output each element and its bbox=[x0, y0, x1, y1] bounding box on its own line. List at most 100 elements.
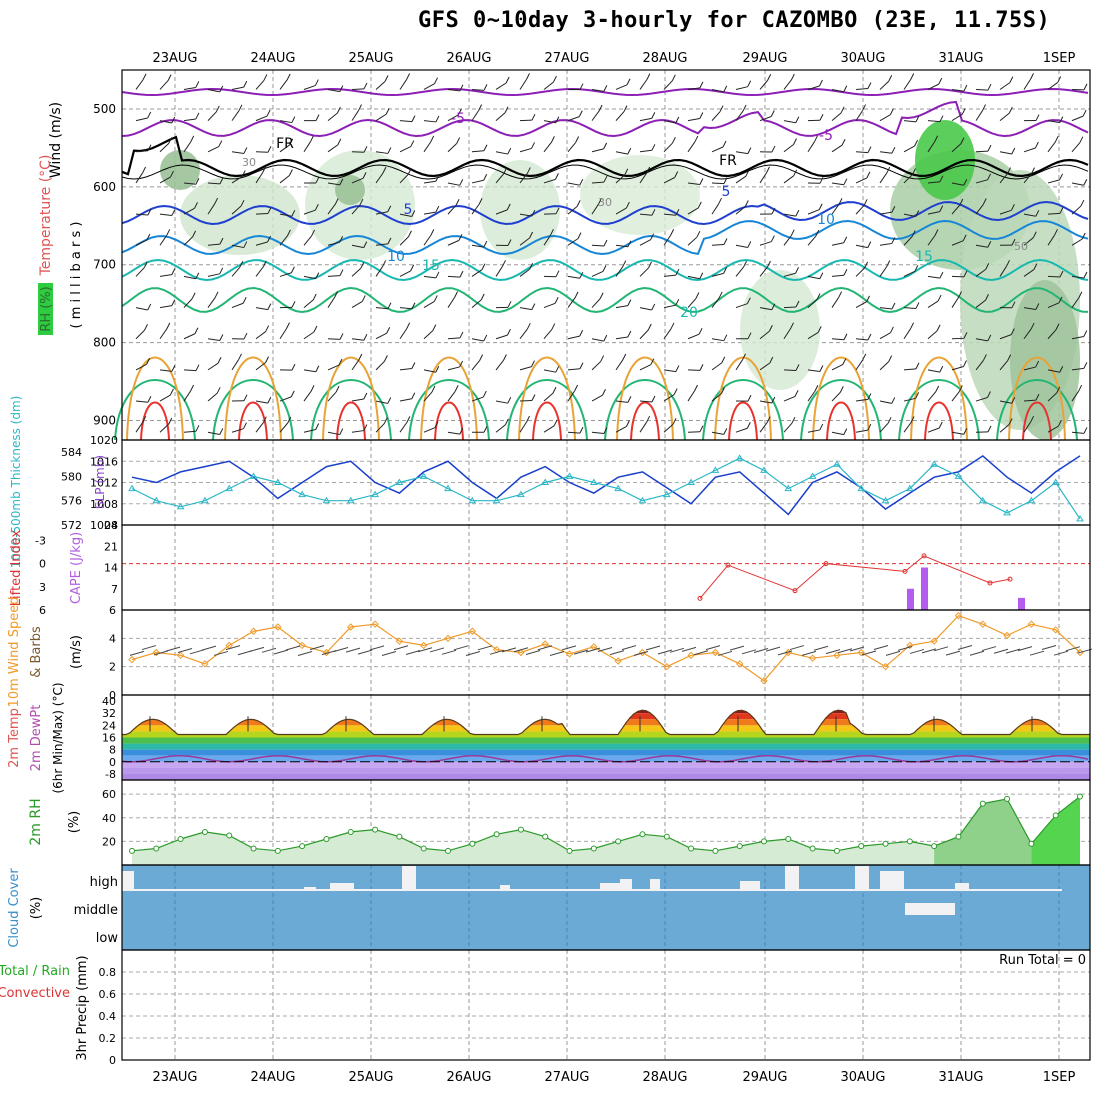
surface-wind-barb bbox=[477, 645, 493, 651]
li-line bbox=[699, 555, 1011, 599]
ylabel-precip: 3hr Precip (mm) bbox=[75, 955, 90, 1060]
wind-barb-flag bbox=[507, 239, 512, 246]
wind-barb-flag bbox=[694, 384, 698, 392]
wind-barb-flag bbox=[1054, 228, 1058, 236]
wind-barb bbox=[231, 205, 242, 215]
wind-barb bbox=[927, 300, 939, 308]
wind-barb-flag bbox=[339, 236, 344, 243]
wind-barb bbox=[615, 84, 628, 90]
wind-barb-flag bbox=[146, 358, 151, 365]
wind-barb-flag bbox=[240, 199, 245, 207]
wind-barb-flag bbox=[265, 356, 269, 363]
wind-barb bbox=[231, 110, 240, 121]
thickness-marker bbox=[978, 496, 987, 504]
wind-barb bbox=[375, 81, 386, 90]
wind-barb bbox=[135, 363, 147, 371]
wind-barb-flag bbox=[790, 229, 795, 236]
wind-barb-flag bbox=[435, 175, 440, 182]
thickness-marker bbox=[614, 484, 623, 492]
wind-barb-flag bbox=[888, 75, 893, 82]
wind-barb bbox=[159, 80, 169, 90]
precip-tick: 0 bbox=[109, 1054, 116, 1067]
wind-barb-flag bbox=[483, 426, 488, 433]
wind-barb-flag bbox=[910, 322, 915, 329]
wind-barb-flag bbox=[459, 331, 464, 339]
wind-barb bbox=[903, 368, 916, 371]
wind-barb bbox=[471, 179, 484, 184]
wind-barb bbox=[1047, 234, 1055, 246]
wind-barb-flag bbox=[670, 322, 675, 330]
wind-barb bbox=[663, 394, 675, 402]
wind-barb-flag bbox=[1083, 179, 1088, 186]
wind-barb bbox=[807, 141, 815, 153]
wind-barb bbox=[663, 213, 676, 216]
wind-barb bbox=[423, 120, 436, 123]
wind-barb-flag bbox=[699, 364, 704, 371]
cloud-bar-middle bbox=[905, 903, 955, 915]
rh-marker bbox=[129, 847, 135, 854]
wind-barb-flag bbox=[459, 84, 464, 92]
wind-barb-flag bbox=[891, 237, 896, 244]
wind-barb-flag bbox=[506, 328, 511, 336]
wind-barb-flag bbox=[195, 112, 200, 120]
wind-barb-flag bbox=[406, 416, 411, 423]
temp-contour-30 bbox=[420, 356, 478, 441]
wind-barb-flag bbox=[481, 263, 486, 270]
thickness-tick: 576 bbox=[61, 495, 82, 508]
wind-barb bbox=[255, 362, 266, 371]
temp-contour-20 bbox=[121, 286, 1089, 314]
wind-barb bbox=[567, 368, 580, 371]
wind-barb-flag bbox=[171, 299, 176, 306]
wind-barb bbox=[1023, 237, 1034, 246]
contour-label: 5 bbox=[722, 184, 731, 200]
wind-barb-flag bbox=[842, 358, 847, 365]
wind-barb-flag bbox=[627, 330, 632, 338]
li-marker bbox=[902, 568, 908, 574]
wind-barb-flag bbox=[723, 85, 728, 93]
wind-barb bbox=[231, 176, 243, 184]
wind-barb bbox=[159, 305, 172, 309]
wind-barb-flag bbox=[483, 144, 488, 151]
wind-barb-flag bbox=[142, 416, 147, 423]
surface-wind-barb bbox=[489, 649, 505, 655]
wind-barb-flag bbox=[286, 73, 291, 81]
li-tick: 0 bbox=[39, 558, 46, 571]
wind-barb bbox=[135, 400, 148, 403]
wind-barb-flag bbox=[312, 293, 317, 301]
wind-barb-flag bbox=[315, 272, 320, 279]
temp-contour-30 bbox=[518, 356, 576, 441]
wind-barb bbox=[735, 206, 746, 215]
thickness-marker bbox=[833, 460, 841, 467]
cloud-bar-high bbox=[955, 883, 969, 891]
rh-tick: 40 bbox=[102, 812, 116, 825]
cape-tick: 21 bbox=[104, 540, 118, 553]
wind-barb bbox=[351, 338, 364, 341]
rh-marker bbox=[299, 843, 306, 850]
wind-barb-flag bbox=[1059, 173, 1064, 181]
date-label-bottom: 31AUG bbox=[938, 1070, 983, 1085]
wind-barb bbox=[183, 182, 196, 185]
wind-speed-marker bbox=[760, 677, 768, 685]
wind-barb bbox=[831, 204, 840, 215]
wind-barb bbox=[927, 391, 937, 402]
wind-barb bbox=[135, 172, 144, 184]
wind-barb-flag bbox=[504, 106, 509, 113]
wind-barb-flag bbox=[746, 422, 751, 429]
surface-wind-barb bbox=[369, 645, 385, 651]
wind-barb bbox=[903, 397, 916, 402]
wind-barb-flag bbox=[315, 365, 320, 372]
wind-barb bbox=[927, 181, 940, 184]
wind-barb bbox=[855, 429, 868, 433]
wind-barb-flag bbox=[291, 301, 296, 308]
ylabel-rh-units: (%) bbox=[67, 811, 82, 834]
wind-barb-flag bbox=[959, 198, 964, 206]
wind-barb-flag bbox=[723, 334, 728, 341]
slp-tick: 1012 bbox=[90, 477, 118, 490]
wind-barb bbox=[783, 272, 796, 277]
wind-speed-marker bbox=[395, 637, 404, 645]
wind-barb-flag bbox=[1058, 296, 1063, 304]
wind-barb-flag bbox=[407, 168, 412, 175]
ylabel-millibars: ( m i l l i b a r s ) bbox=[69, 222, 84, 329]
wind-barb bbox=[807, 235, 817, 246]
wind-barb-flag bbox=[987, 391, 991, 398]
